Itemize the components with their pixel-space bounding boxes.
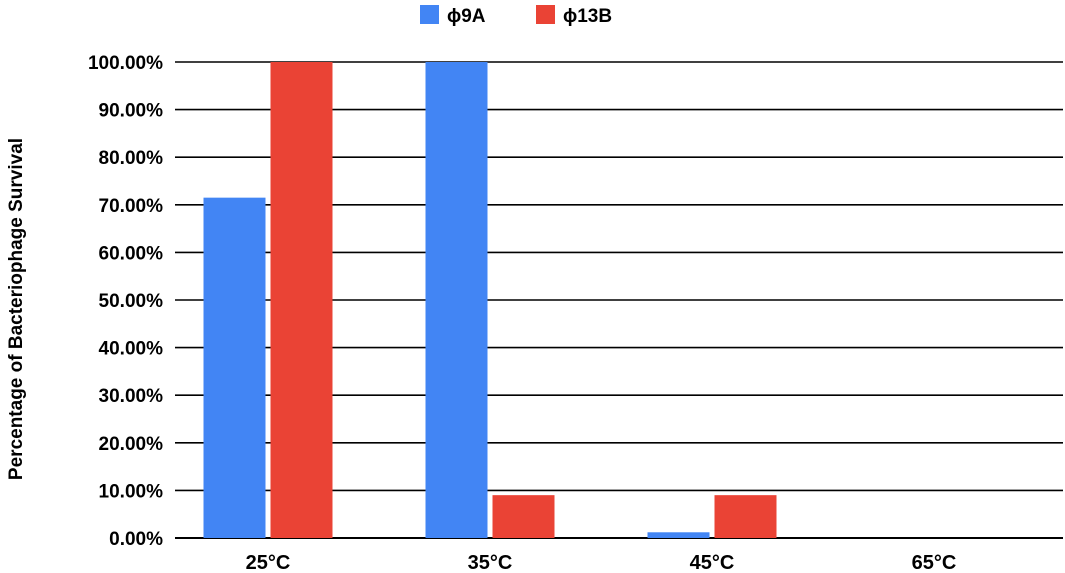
bar — [647, 532, 710, 538]
y-tick-label: 50.00% — [99, 291, 164, 312]
bars — [203, 62, 777, 538]
x-axis-ticks: 25°C 35°C 45°C 65°C — [246, 552, 957, 573]
bar — [714, 495, 777, 538]
bar — [270, 62, 333, 538]
y-axis-title: Percentage of Bacteriophage Survival — [6, 138, 27, 480]
bar — [425, 62, 488, 538]
y-tick-label: 60.00% — [99, 243, 164, 264]
y-tick-label: 10.00% — [99, 481, 164, 502]
legend-label: ϕ13B — [563, 6, 612, 27]
bar — [492, 495, 555, 538]
y-tick-label: 30.00% — [99, 386, 164, 407]
y-axis-ticks: 0.00% 10.00% 20.00% 30.00% 40.00% 50.00% 60.00… — [88, 53, 163, 550]
x-tick-label: 35°C — [468, 552, 513, 573]
y-tick-label: 40.00% — [99, 339, 164, 360]
x-tick-label: 45°C — [690, 552, 735, 573]
y-tick-label: 20.00% — [99, 434, 164, 455]
y-tick-label: 70.00% — [99, 196, 164, 217]
x-tick-label: 25°C — [246, 552, 291, 573]
y-tick-label: 0.00% — [109, 529, 163, 550]
y-tick-label: 90.00% — [99, 101, 164, 122]
legend-label: ϕ9A — [447, 6, 486, 27]
legend: ϕ9A ϕ13B — [420, 5, 612, 27]
x-tick-label: 65°C — [912, 552, 957, 573]
bar — [203, 197, 266, 538]
y-tick-label: 100.00% — [88, 53, 163, 74]
legend-swatch — [536, 5, 555, 24]
y-tick-label: 80.00% — [99, 148, 164, 169]
legend-swatch — [420, 5, 439, 24]
